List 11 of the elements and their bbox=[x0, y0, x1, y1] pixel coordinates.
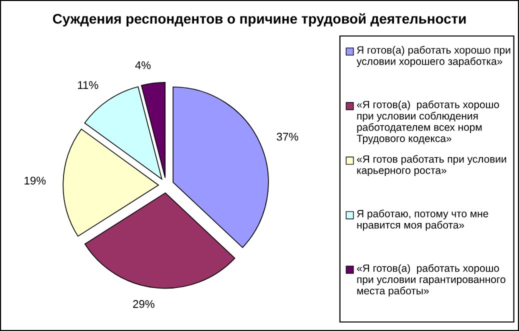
chart-title: Суждения респондентов о причине трудовой деятельности bbox=[52, 13, 466, 26]
data-label: 37% bbox=[276, 132, 298, 141]
data-label: 4% bbox=[135, 61, 151, 70]
legend-label: «Я готов(а) работать хорошо при условии гарантированного места работы» bbox=[356, 264, 506, 296]
legend-label: Я работаю, потому что мне нравится моя работа» bbox=[357, 210, 488, 231]
legend-label: «Я готов(а) работать хорошо при условии соблюдения работодателем всех норм Трудового кодекса» bbox=[356, 100, 499, 144]
legend-label: Я готов(а) работать хорошо при условии хорошего заработка» bbox=[356, 46, 510, 68]
data-label: 11% bbox=[78, 81, 98, 89]
data-label: 29% bbox=[133, 300, 154, 308]
legend-label: «Я готов работать при условии карьерного роста» bbox=[356, 155, 506, 176]
data-label: 19% bbox=[24, 176, 46, 185]
